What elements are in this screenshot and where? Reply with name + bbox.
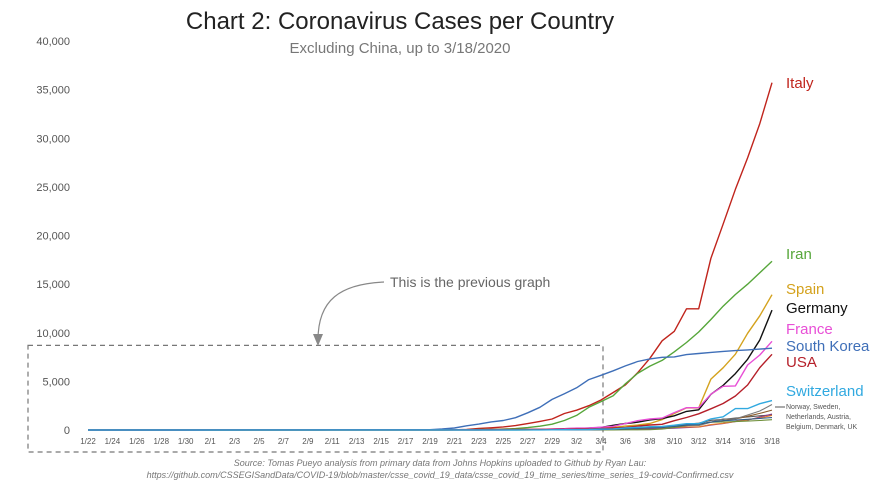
x-tick-label: 1/30	[178, 437, 194, 446]
x-tick-label: 2/23	[471, 437, 487, 446]
x-tick-label: 2/27	[520, 437, 536, 446]
y-tick-label: 35,000	[36, 85, 70, 97]
x-tick-label: 2/7	[278, 437, 290, 446]
series-line-denmark	[88, 419, 773, 431]
legend-label-italy: Italy	[786, 75, 814, 92]
legend-label-france: France	[786, 321, 833, 338]
others-label-line: Netherlands, Austria,	[786, 414, 851, 421]
series-line-south-korea	[88, 347, 773, 431]
x-tick-label: 3/10	[666, 437, 682, 446]
x-tick-label: 3/2	[571, 437, 583, 446]
legend-label-usa: USA	[786, 354, 817, 371]
chart-subtitle: Excluding China, up to 3/18/2020	[289, 40, 511, 57]
x-tick-label: 2/25	[495, 437, 511, 446]
legend-label-south-korea: South Korea	[786, 338, 870, 355]
x-tick-label: 3/18	[764, 437, 780, 446]
x-tick-label: 2/21	[447, 437, 463, 446]
y-tick-label: 15,000	[36, 279, 70, 291]
y-tick-label: 5,000	[42, 376, 70, 388]
x-tick-label: 3/16	[740, 437, 756, 446]
others-label-line: Belgium, Denmark, UK	[786, 424, 858, 431]
series-line-switzerland	[88, 399, 773, 431]
source-line-2: https://github.com/CSSEGISandData/COVID-…	[146, 470, 734, 480]
annotation-text: This is the previous graph	[390, 274, 550, 290]
legend-label-germany: Germany	[786, 300, 848, 317]
x-tick-label: 1/22	[80, 437, 96, 446]
series-line-usa	[88, 353, 773, 431]
x-tick-label: 2/19	[422, 437, 438, 446]
x-tick-label: 1/24	[105, 437, 121, 446]
x-tick-label: 2/15	[373, 437, 389, 446]
x-tick-label: 3/14	[715, 437, 731, 446]
x-tick-label: 2/11	[325, 437, 341, 446]
legend-label-switzerland: Switzerland	[786, 383, 864, 400]
y-tick-label: 30,000	[36, 133, 70, 145]
x-tick-label: 2/13	[349, 437, 365, 446]
x-tick-label: 2/5	[253, 437, 265, 446]
annotation-arrow	[317, 281, 385, 341]
y-tick-label: 0	[64, 425, 70, 437]
x-tick-label: 2/3	[229, 437, 241, 446]
legend-label-iran: Iran	[786, 246, 812, 263]
y-tick-label: 10,000	[36, 328, 70, 340]
x-tick-label: 2/17	[398, 437, 414, 446]
series-line-germany	[88, 309, 773, 431]
x-tick-label: 3/8	[644, 437, 656, 446]
source-line-1: Source: Tomas Pueyo analysis from primar…	[233, 458, 647, 468]
legend-label-spain: Spain	[786, 281, 824, 298]
x-tick-label: 2/9	[302, 437, 314, 446]
x-tick-label: 1/26	[129, 437, 145, 446]
y-tick-label: 40,000	[36, 36, 70, 48]
x-tick-label: 2/29	[544, 437, 560, 446]
y-tick-label: 20,000	[36, 231, 70, 243]
x-tick-label: 3/12	[691, 437, 707, 446]
x-tick-label: 1/28	[153, 437, 169, 446]
x-tick-label: 3/4	[595, 437, 607, 446]
others-label-line: Norway, Sweden,	[786, 404, 840, 411]
y-tick-label: 25,000	[36, 182, 70, 194]
x-tick-label: 3/6	[620, 437, 632, 446]
previous-graph-box	[27, 344, 604, 453]
annotation-arrowhead	[313, 334, 323, 346]
series-line-spain	[88, 294, 773, 431]
series-line-italy	[88, 82, 773, 431]
chart-title: Chart 2: Coronavirus Cases per Country	[185, 8, 615, 35]
x-tick-label: 2/1	[205, 437, 217, 446]
